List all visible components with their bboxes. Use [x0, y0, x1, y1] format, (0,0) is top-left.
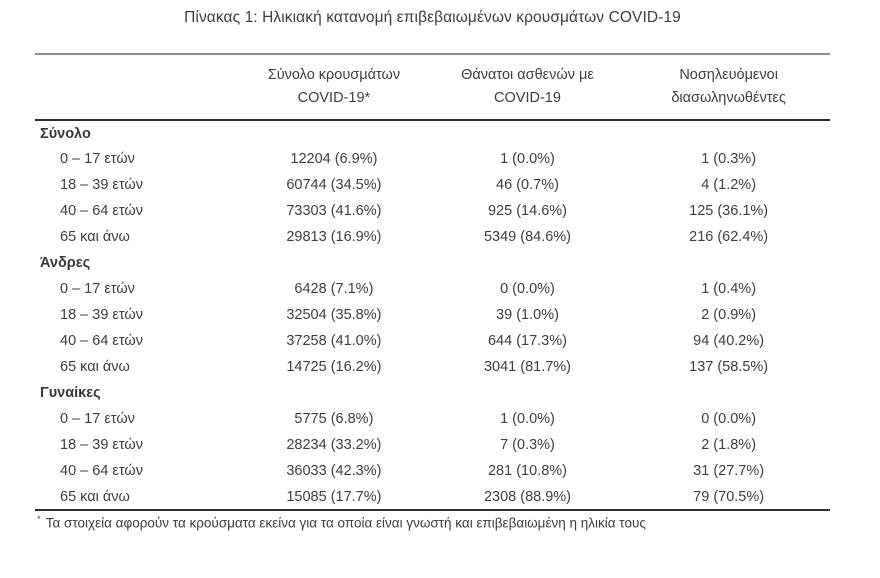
- cases-cell: 73303 (41.6%): [286, 203, 382, 219]
- table-row: 18 – 39 ετών 60744 (34.5%) 46 (0.7%) 4 (1.2…: [35, 172, 830, 198]
- cases-cell: 60744 (34.5%): [286, 177, 382, 193]
- table-row: 65 και άνω 14725 (16.2%) 3041 (81.7%) 137 (…: [35, 354, 830, 380]
- intubated-cell: 31 (27.7%): [693, 463, 765, 479]
- age-cell: 18 – 39 ετών: [60, 307, 143, 323]
- section-row: Σύνολο: [35, 120, 830, 146]
- header-cell-deaths: Θάνατοι ασθενών με COVID-19: [428, 54, 628, 120]
- header-deaths-line1: Θάνατοι ασθενών με: [461, 67, 594, 83]
- header-deaths-line2: COVID-19: [494, 90, 561, 106]
- cases-cell: 6428 (7.1%): [294, 281, 374, 297]
- table-header: Σύνολο κρουσμάτων COVID-19* Θάνατοι ασθε…: [35, 54, 830, 120]
- table-row: 40 – 64 ετών 73303 (41.6%) 925 (14.6%) 125 …: [35, 198, 830, 224]
- intubated-cell: 125 (36.1%): [689, 203, 769, 219]
- deaths-cell: 5349 (84.6%): [483, 229, 572, 245]
- table-row: 0 – 17 ετών 12204 (6.9%) 1 (0.0%) 1 (0.3%): [35, 146, 830, 172]
- table-row: 18 – 39 ετών 32504 (35.8%) 39 (1.0%) 2 (0.9…: [35, 302, 830, 328]
- table-row: 0 – 17 ετών 5775 (6.8%) 1 (0.0%) 0 (0.0%): [35, 406, 830, 432]
- footnote-text: Τα στοιχεία αφορούν τα κρούσματα εκείνα …: [45, 515, 646, 531]
- age-cell: 40 – 64 ετών: [60, 333, 143, 349]
- footnote: * Τα στοιχεία αφορούν τα κρούσματα εκείνα…: [37, 514, 837, 531]
- intubated-cell: 216 (62.4%): [689, 229, 769, 245]
- header-intubated-line2: διασωληνωθέντες: [671, 90, 786, 106]
- header-cell-intubated: Νοσηλευόμενοι διασωληνωθέντες: [627, 54, 830, 120]
- deaths-cell: 46 (0.7%): [496, 177, 559, 193]
- header-cases-line2: COVID-19*: [297, 90, 371, 106]
- section-row: Άνδρες: [35, 250, 830, 276]
- header-cases-line1: Σύνολο κρουσμάτων: [267, 67, 401, 83]
- age-cell: 40 – 64 ετών: [60, 203, 143, 219]
- deaths-cell: 925 (14.6%): [487, 203, 567, 219]
- intubated-cell: 0 (0.0%): [701, 411, 757, 427]
- age-cell: 65 και άνω: [60, 488, 130, 505]
- table-title: Πίνακας 1: Ηλικιακή κατανομή επιβεβαιωμέ…: [184, 9, 681, 26]
- footnote-asterisk: *: [37, 514, 41, 525]
- intubated-cell: 4 (1.2%): [701, 177, 757, 193]
- deaths-cell: 2308 (88.9%): [483, 488, 572, 505]
- header-row: Σύνολο κρουσμάτων COVID-19* Θάνατοι ασθε…: [35, 54, 830, 120]
- cases-cell: 12204 (6.9%): [290, 151, 378, 167]
- age-cell: 18 – 39 ετών: [60, 437, 143, 453]
- deaths-cell: 39 (1.0%): [496, 307, 559, 323]
- cases-cell: 15085 (17.7%): [286, 488, 382, 505]
- deaths-cell: 1 (0.0%): [500, 151, 555, 167]
- table-row: 65 και άνω 29813 (16.9%) 5349 (84.6%) 216 (…: [35, 224, 830, 250]
- intubated-cell: 2 (0.9%): [701, 307, 757, 323]
- table-row: 65 και άνω 15085 (17.7%) 2308 (88.9%) 79 (7…: [35, 484, 830, 510]
- age-cell: 18 – 39 ετών: [60, 177, 143, 193]
- age-cell: 40 – 64 ετών: [60, 463, 143, 479]
- intubated-cell: 1 (0.3%): [701, 151, 757, 167]
- table-row: 0 – 17 ετών 6428 (7.1%) 0 (0.0%) 1 (0.4%): [35, 276, 830, 302]
- cases-cell: 36033 (42.3%): [286, 463, 382, 479]
- section-label: Άνδρες: [40, 255, 91, 271]
- cases-cell: 14725 (16.2%): [286, 359, 382, 375]
- covid-age-table: Σύνολο κρουσμάτων COVID-19* Θάνατοι ασθε…: [35, 53, 830, 511]
- intubated-cell: 79 (70.5%): [693, 488, 765, 505]
- deaths-cell: 3041 (81.7%): [483, 359, 572, 375]
- intubated-cell: 94 (40.2%): [693, 333, 765, 349]
- intubated-cell: 137 (58.5%): [689, 359, 769, 375]
- section-label: Γυναίκες: [40, 385, 101, 401]
- age-cell: 65 και άνω: [60, 359, 130, 375]
- cases-cell: 32504 (35.8%): [286, 307, 382, 323]
- deaths-cell: 644 (17.3%): [487, 333, 567, 349]
- deaths-cell: 1 (0.0%): [500, 411, 555, 427]
- table-row: 40 – 64 ετών 36033 (42.3%) 281 (10.8%) 31 (…: [35, 458, 830, 484]
- age-cell: 0 – 17 ετών: [60, 411, 135, 427]
- cases-cell: 28234 (33.2%): [286, 437, 382, 453]
- age-cell: 65 και άνω: [60, 229, 130, 245]
- age-cell: 0 – 17 ετών: [60, 151, 135, 167]
- header-cell-cases: Σύνολο κρουσμάτων COVID-19*: [240, 54, 428, 120]
- header-intubated-line1: Νοσηλευόμενοι: [679, 67, 778, 83]
- intubated-cell: 2 (1.8%): [701, 437, 757, 453]
- cases-cell: 37258 (41.0%): [286, 333, 382, 349]
- cases-cell: 5775 (6.8%): [294, 411, 374, 427]
- section-label: Σύνολο: [40, 125, 91, 142]
- table-row: 40 – 64 ετών 37258 (41.0%) 644 (17.3%) 94 (…: [35, 328, 830, 354]
- age-cell: 0 – 17 ετών: [60, 281, 135, 297]
- cases-cell: 29813 (16.9%): [286, 229, 382, 245]
- table-container: Σύνολο κρουσμάτων COVID-19* Θάνατοι ασθε…: [35, 53, 830, 511]
- deaths-cell: 7 (0.3%): [500, 437, 555, 453]
- table-body: Σύνολο 0 – 17 ετών 12204 (6.9%) 1 (0.0%) 1 (…: [35, 120, 830, 510]
- deaths-cell: 0 (0.0%): [500, 281, 555, 297]
- section-row: Γυναίκες: [35, 380, 830, 406]
- header-cell-empty: [35, 54, 240, 120]
- deaths-cell: 281 (10.8%): [487, 463, 567, 479]
- table-row: 18 – 39 ετών 28234 (33.2%) 7 (0.3%) 2 (1.8%…: [35, 432, 830, 458]
- intubated-cell: 1 (0.4%): [701, 281, 757, 297]
